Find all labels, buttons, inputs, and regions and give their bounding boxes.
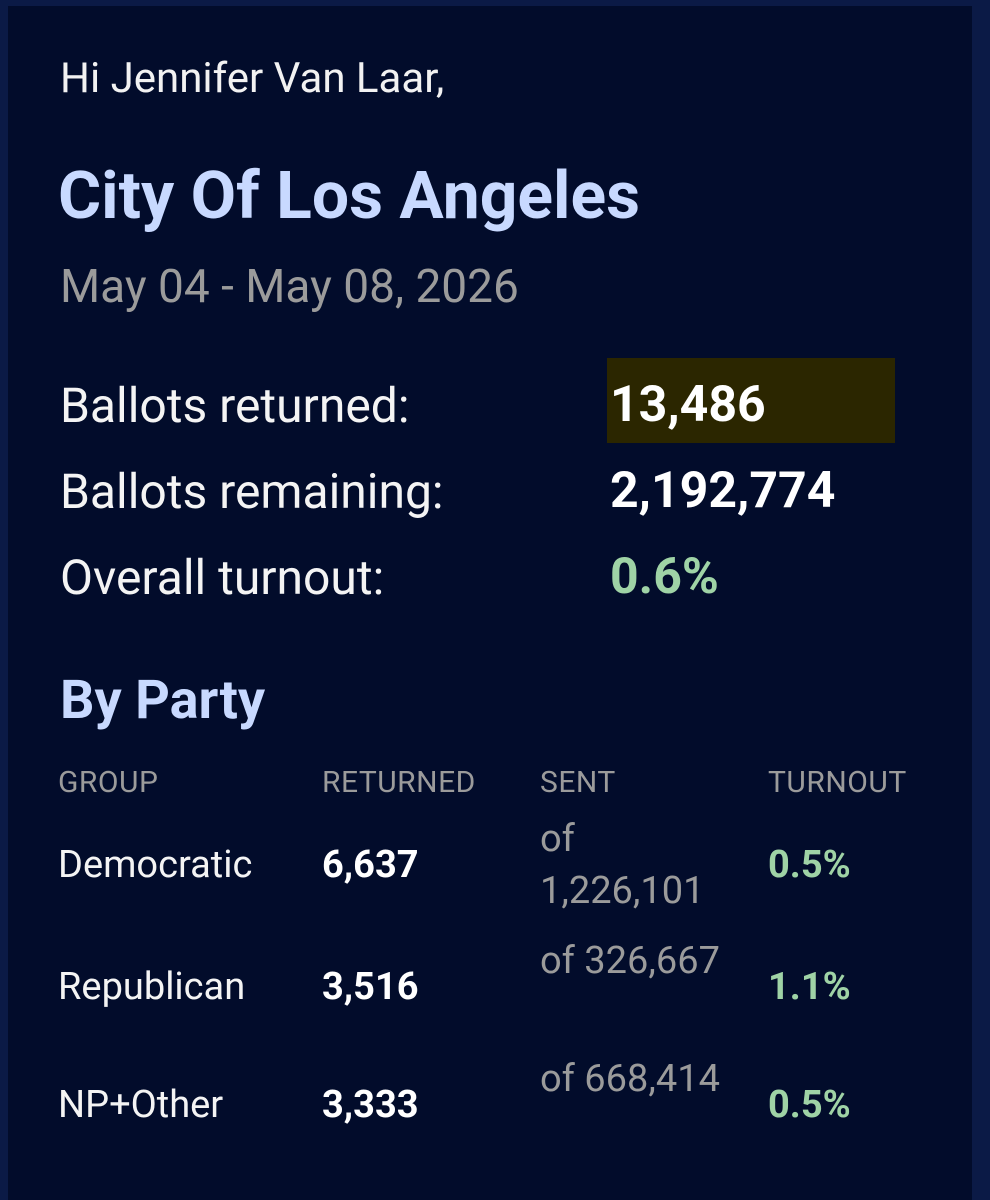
summary-label: Overall turnout: — [60, 549, 385, 606]
summary-value: 0.6% — [610, 548, 719, 606]
section-heading: By Party — [60, 669, 266, 732]
column-header: GROUP — [58, 765, 159, 800]
cell-returned: 3,333 — [322, 1083, 419, 1127]
highlight — [607, 358, 895, 443]
turnout-card: Hi Jennifer Van Laar, City Of Los Angele… — [8, 6, 972, 1200]
summary-label: Ballots remaining: — [60, 463, 444, 520]
summary-label: Ballots returned: — [60, 377, 410, 434]
cell-sent: of 1,226,101 — [540, 817, 705, 913]
cell-returned: 3,516 — [322, 965, 419, 1009]
column-header: RETURNED — [322, 765, 476, 800]
cell-group: Republican — [58, 965, 246, 1009]
cell-group: NP+Other — [58, 1083, 224, 1127]
date-range: May 04 - May 08, 2026 — [60, 260, 519, 314]
cell-turnout: 0.5% — [768, 1083, 851, 1127]
cell-turnout: 1.1% — [768, 965, 851, 1009]
summary-value: 2,192,774 — [610, 462, 836, 520]
cell-returned: 6,637 — [322, 843, 419, 887]
column-header: TURNOUT — [768, 765, 907, 800]
cell-group: Democratic — [58, 843, 253, 887]
greeting: Hi Jennifer Van Laar, — [60, 54, 445, 103]
cell-turnout: 0.5% — [768, 843, 851, 887]
cell-sent: of 326,667 — [540, 939, 720, 983]
summary-value: 13,486 — [610, 376, 766, 434]
cell-sent: of 668,414 — [540, 1057, 720, 1101]
column-header: SENT — [540, 765, 616, 800]
title: City Of Los Angeles — [58, 158, 641, 235]
